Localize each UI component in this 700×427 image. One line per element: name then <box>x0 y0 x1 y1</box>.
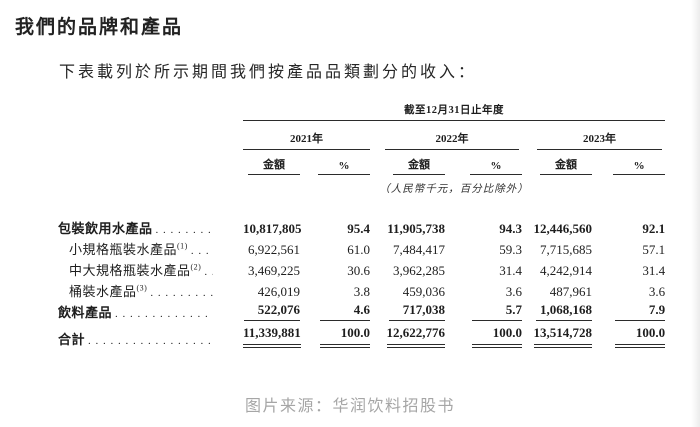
amount-col-header-2023: 金額 <box>540 156 592 175</box>
amount-value: 4,242,914 <box>540 263 592 278</box>
row-label-text: 桶裝水產品 <box>69 284 137 299</box>
dot-leader <box>156 221 213 237</box>
dot-leader <box>115 305 213 321</box>
dot-leader <box>88 332 213 348</box>
amount-value: 6,922,561 <box>248 242 300 257</box>
percent-col-header-2023: % <box>613 160 666 175</box>
percent-value: 95.4 <box>347 221 370 236</box>
row-label-text: 中大規格瓶裝水產品 <box>69 263 191 278</box>
period-header: 截至12月31日止年度 <box>243 100 666 121</box>
percent-col-header-2022: % <box>470 160 522 175</box>
table-row: 包裝飲用水產品 10,817,805 95.4 11,905,738 94.3 12,44… <box>58 216 665 237</box>
dot-leader <box>191 242 213 258</box>
percent-col-header-2021: % <box>318 160 370 175</box>
table-row: 桶裝水產品(3) 426,019 3.8 459,036 3.6 487,961 3.6 <box>58 279 665 300</box>
footnote-marker: (1) <box>177 241 188 251</box>
column-header-row: 金額 % 金額 % 金額 % <box>58 150 666 175</box>
footnote-marker: (2) <box>190 262 202 272</box>
amount-value: 12,446,560 <box>533 221 593 236</box>
amount-value: 426,019 <box>257 284 300 299</box>
percent-value: 4.6 <box>320 302 370 321</box>
revenue-by-category-table: 截至12月31日止年度 2021年 2022年 2023年 金額 % 金額 % … <box>58 100 666 348</box>
source-caption: 图片来源：华润饮料招股书 <box>244 398 455 415</box>
percent-value: 94.3 <box>499 221 522 236</box>
percent-value: 5.7 <box>472 302 522 321</box>
amount-value: 10,817,805 <box>243 221 302 236</box>
amount-value: 1,068,168 <box>536 302 592 321</box>
unit-note-row: （人民幣千元，百分比除外） <box>58 175 665 196</box>
row-label: 小規格瓶裝水產品(1) <box>69 239 188 258</box>
row-label-text: 小規格瓶裝水產品 <box>69 242 178 257</box>
year-header-2021: 2021年 <box>243 130 370 150</box>
amount-value: 717,038 <box>389 302 445 321</box>
year-header-row: 2021年 2022年 2023年 <box>58 121 665 150</box>
row-label: 飲料產品 <box>58 302 112 321</box>
percent-value: 59.3 <box>499 242 522 257</box>
row-label-text: 飲料產品 <box>58 305 113 320</box>
percent-value: 7.9 <box>615 302 666 321</box>
unit-note: （人民幣千元，百分比除外） <box>379 184 529 195</box>
amount-value: 522,076 <box>244 302 300 321</box>
amount-value: 11,339,881 <box>243 325 301 348</box>
percent-value: 57.1 <box>642 242 666 257</box>
year-header-2022: 2022年 <box>385 130 519 150</box>
amount-col-header-2021: 金額 <box>248 156 300 175</box>
percent-value: 3.6 <box>505 284 522 299</box>
amount-value: 12,622,776 <box>386 325 445 348</box>
percent-value: 31.4 <box>642 263 666 278</box>
percent-value: 100.0 <box>472 325 522 348</box>
amount-value: 3,962,285 <box>393 263 445 278</box>
percent-value: 92.1 <box>642 221 666 236</box>
amount-value: 7,715,685 <box>540 242 592 257</box>
amount-value: 459,036 <box>402 284 445 299</box>
year-header-2023: 2023年 <box>537 130 663 150</box>
dot-leader <box>150 284 213 300</box>
amount-value: 11,905,738 <box>387 221 445 236</box>
amount-value: 3,469,225 <box>248 263 300 278</box>
amount-value: 13,514,728 <box>533 325 592 348</box>
percent-value: 3.8 <box>353 284 370 299</box>
table-row: 合計 11,339,881 100.0 12,622,776 100.0 13,514,7… <box>58 321 666 348</box>
row-label-text: 合計 <box>58 332 86 347</box>
row-label: 桶裝水產品(3) <box>69 281 147 300</box>
percent-value: 31.4 <box>499 263 522 278</box>
percent-value: 100.0 <box>615 325 666 348</box>
row-label-text: 包裝飲用水產品 <box>58 221 153 236</box>
row-label: 中大規格瓶裝水產品(2) <box>69 260 201 279</box>
table-body: 包裝飲用水產品 10,817,805 95.4 11,905,738 94.3 12,44… <box>58 216 666 348</box>
table-row: 中大規格瓶裝水產品(2) 3,469,225 30.6 3,962,285 31.4 4,… <box>58 258 665 279</box>
footnote-marker: (3) <box>136 283 148 293</box>
amount-value: 487,961 <box>549 284 592 299</box>
amount-col-header-2022: 金額 <box>393 156 445 175</box>
table-row: 小規格瓶裝水產品(1) 6,922,561 61.0 7,484,417 59.3 7,7… <box>58 237 665 258</box>
revenue-table-wrapper: 截至12月31日止年度 2021年 2022年 2023年 金額 % 金額 % … <box>58 100 666 348</box>
percent-value: 3.6 <box>648 284 666 299</box>
table-row: 飲料產品 522,076 4.6 717,038 5.7 1,068,168 7.9 <box>58 300 666 321</box>
row-label: 合計 <box>58 329 85 348</box>
amount-value: 7,484,417 <box>393 242 445 257</box>
percent-value: 61.0 <box>347 242 370 257</box>
period-header-row: 截至12月31日止年度 <box>58 100 666 121</box>
page-title: 我們的品牌和產品 <box>15 17 184 38</box>
row-label: 包裝飲用水產品 <box>58 218 153 237</box>
percent-value: 100.0 <box>320 325 370 348</box>
intro-text: 下表載列於所示期間我們按產品品類劃分的收入： <box>59 64 478 81</box>
dot-leader <box>204 263 213 279</box>
percent-value: 30.6 <box>347 263 370 278</box>
